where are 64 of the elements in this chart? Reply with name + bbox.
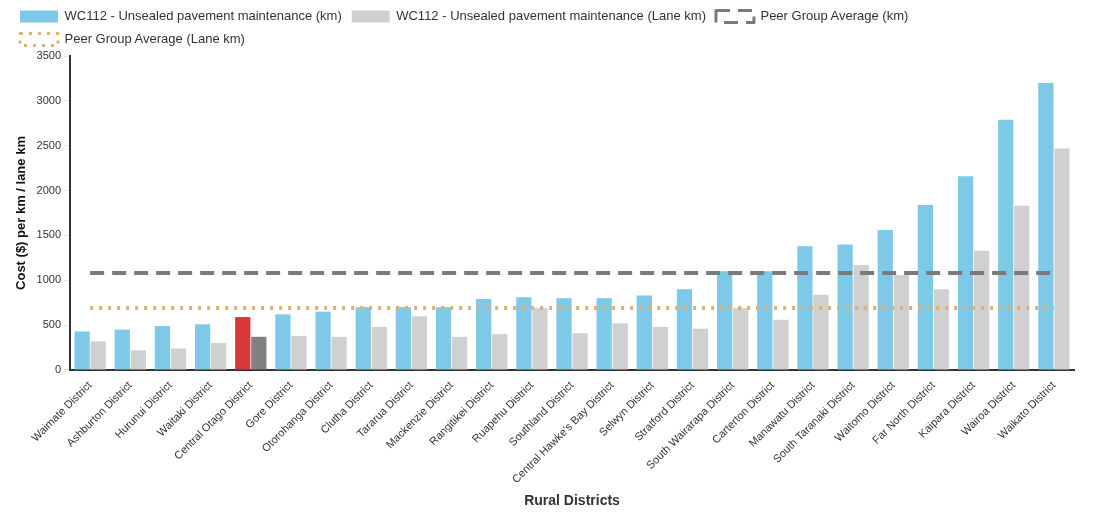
bar <box>556 298 572 370</box>
bar <box>773 319 789 370</box>
bar <box>476 299 492 370</box>
y-axis-title: Cost ($) per km / lane km <box>13 136 29 290</box>
y-tick-label: 2500 <box>36 138 62 151</box>
bar <box>1014 205 1030 370</box>
bar <box>797 246 813 370</box>
bar <box>733 308 749 370</box>
legend-label: WC112 - Unsealed pavement maintenance (km) <box>64 8 342 24</box>
bar <box>395 307 412 370</box>
bar <box>813 294 829 370</box>
bar <box>572 333 588 370</box>
y-tick-label: 1000 <box>36 273 62 286</box>
bar <box>315 311 331 370</box>
bar <box>1038 82 1054 370</box>
bar <box>74 331 90 370</box>
bar <box>532 308 548 370</box>
bar <box>492 334 508 370</box>
y-tick-label: 3500 <box>36 49 62 62</box>
bar <box>275 314 291 370</box>
bar <box>933 289 950 370</box>
legend-label: WC112 - Unsealed pavement maintenance (Lane km) <box>396 8 706 24</box>
bar <box>170 348 187 370</box>
bar <box>652 326 669 370</box>
y-tick-label: 1500 <box>36 228 62 241</box>
bar <box>211 343 227 370</box>
bar <box>235 317 251 370</box>
bar <box>612 323 628 370</box>
bar <box>853 265 869 370</box>
bar <box>974 250 990 370</box>
bar <box>676 289 693 370</box>
bar <box>893 274 909 370</box>
x-axis-title: Rural Districts <box>524 492 621 509</box>
bar <box>355 307 371 370</box>
bar <box>291 335 307 370</box>
bar <box>917 204 934 370</box>
bar <box>692 328 709 370</box>
bar <box>194 324 211 370</box>
bar <box>717 271 733 370</box>
y-tick-label: 500 <box>42 318 62 331</box>
bar <box>757 271 773 370</box>
bar <box>371 326 387 370</box>
legend-label: Peer Group Average (Lane km) <box>64 31 245 47</box>
bar <box>114 329 130 370</box>
y-tick-label: 3000 <box>36 93 62 106</box>
bar <box>596 298 612 370</box>
y-tick-label: 2000 <box>36 183 62 196</box>
bar <box>411 316 428 370</box>
bar <box>435 307 452 370</box>
bar <box>516 297 532 370</box>
bar <box>451 336 468 370</box>
bar <box>998 119 1014 370</box>
bar <box>90 341 106 370</box>
bar <box>957 176 974 370</box>
bar <box>1054 148 1070 370</box>
bar <box>130 350 146 370</box>
bar <box>636 295 652 370</box>
bar <box>154 326 171 370</box>
legend-label: Peer Group Average (km) <box>760 8 909 24</box>
bar <box>837 244 853 370</box>
bar <box>251 336 267 370</box>
bar <box>331 336 347 370</box>
y-tick-label: 0 <box>54 363 62 376</box>
bar <box>877 230 893 370</box>
